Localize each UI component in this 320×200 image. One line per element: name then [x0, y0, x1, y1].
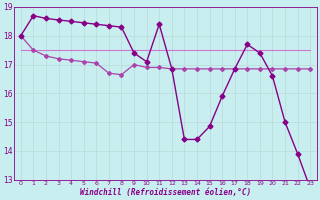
X-axis label: Windchill (Refroidissement éolien,°C): Windchill (Refroidissement éolien,°C)	[80, 188, 251, 197]
